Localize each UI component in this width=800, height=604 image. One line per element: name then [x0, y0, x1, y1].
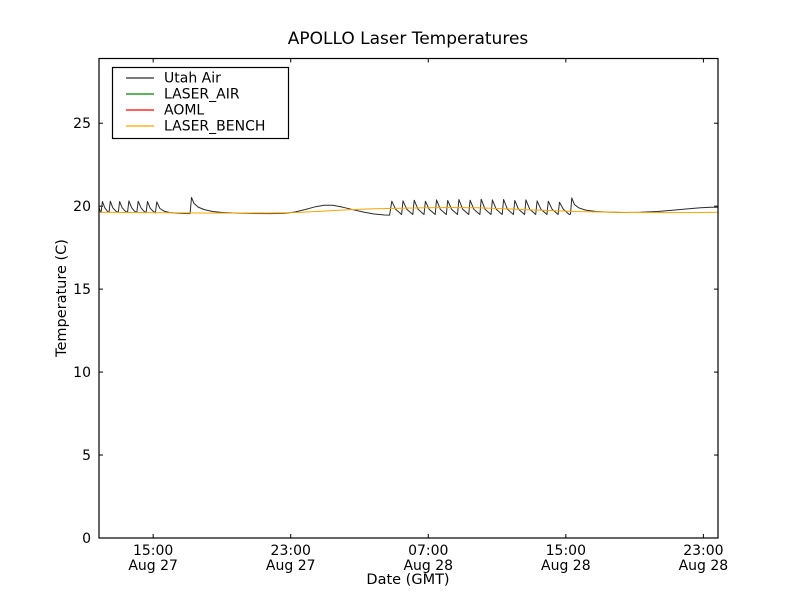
y-tick-label: 15	[73, 282, 91, 298]
y-axis-label: Temperature (C)	[54, 239, 70, 358]
legend-entry-utah-air: Utah Air	[126, 71, 221, 87]
legend-entry-laser-bench: LASER_BENCH	[126, 119, 265, 135]
x-tick-label: 15:00	[546, 543, 586, 559]
y-tick-label: 20	[73, 199, 91, 215]
legend-entry-laser-air: LASER_AIR	[126, 87, 240, 103]
data-series	[98, 197, 719, 539]
legend-entry-aoml: AOML	[126, 103, 204, 119]
legend-label-aoml: AOML	[164, 103, 204, 119]
x-tick-label-date: Aug 27	[266, 558, 316, 574]
legend-box	[111, 66, 290, 140]
x-tick-label: 23:00	[683, 543, 723, 559]
x-tick-label-date: Aug 28	[403, 558, 453, 574]
y-tick-label: 5	[82, 448, 91, 464]
legend-label-laser-air: LASER_AIR	[164, 87, 240, 103]
x-tick-label-date: Aug 27	[128, 558, 178, 574]
plot-border	[98, 57, 719, 539]
legend: Utah Air LASER_AIR AOML LASER_BENCH	[111, 66, 290, 140]
legend-label-laser-bench: LASER_BENCH	[164, 119, 265, 135]
x-tick-label: 15:00	[133, 543, 173, 559]
x-tick-label-date: Aug 28	[541, 558, 591, 574]
x-tick-label: 07:00	[408, 543, 448, 559]
x-tick-label: 23:00	[271, 543, 311, 559]
y-tick-label: 25	[73, 116, 91, 132]
legend-label-utah-air: Utah Air	[164, 71, 221, 87]
series-line-utah-air	[98, 197, 718, 216]
y-tick-label: 10	[73, 365, 91, 381]
y-tick-label: 0	[82, 531, 91, 547]
chart-title: APOLLO Laser Temperatures	[288, 29, 529, 49]
x-tick-label-date: Aug 28	[679, 558, 729, 574]
x-axis-label: Date (GMT)	[366, 572, 449, 588]
series-line-laser-bench	[98, 207, 719, 214]
